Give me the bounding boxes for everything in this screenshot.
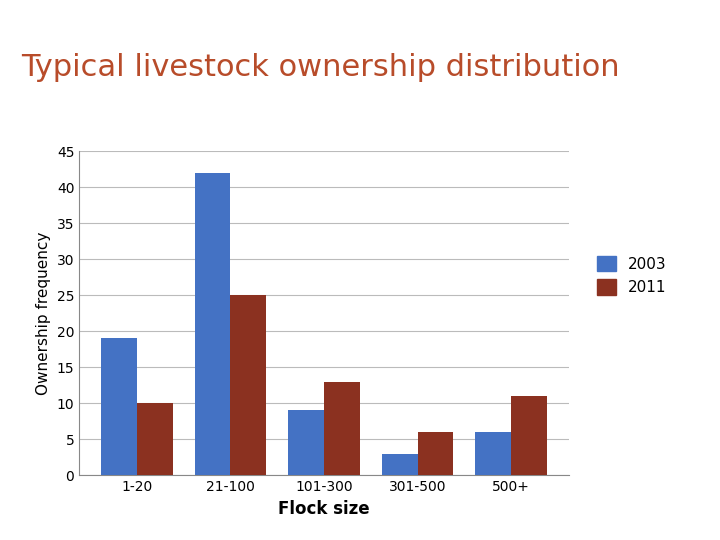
X-axis label: Flock size: Flock size <box>278 500 370 518</box>
Bar <box>475 432 511 475</box>
Bar <box>195 173 230 475</box>
Bar <box>511 396 546 475</box>
Bar <box>289 410 324 475</box>
Bar <box>102 339 137 475</box>
Text: Typical livestock ownership distribution: Typical livestock ownership distribution <box>22 53 620 82</box>
Legend: 2003, 2011: 2003, 2011 <box>591 249 672 301</box>
Bar <box>418 432 453 475</box>
Y-axis label: Ownership frequency: Ownership frequency <box>36 232 51 395</box>
Bar <box>230 295 266 475</box>
Bar <box>137 403 173 475</box>
Bar <box>324 382 359 475</box>
Bar <box>382 454 418 475</box>
